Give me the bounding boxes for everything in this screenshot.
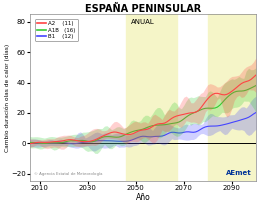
Title: ESPAÑA PENINSULAR: ESPAÑA PENINSULAR xyxy=(85,4,201,14)
Bar xyxy=(208,14,256,181)
Text: AEmet: AEmet xyxy=(226,170,251,176)
X-axis label: Año: Año xyxy=(135,193,150,202)
Text: ANUAL: ANUAL xyxy=(131,19,155,25)
Text: © Agencia Estatal de Meteorología: © Agencia Estatal de Meteorología xyxy=(35,172,103,176)
Bar xyxy=(126,14,177,181)
Y-axis label: Cambio duración olas de calor (días): Cambio duración olas de calor (días) xyxy=(4,44,10,152)
Legend: A2    (11), A1B   (16), B1    (12): A2 (11), A1B (16), B1 (12) xyxy=(35,19,78,41)
